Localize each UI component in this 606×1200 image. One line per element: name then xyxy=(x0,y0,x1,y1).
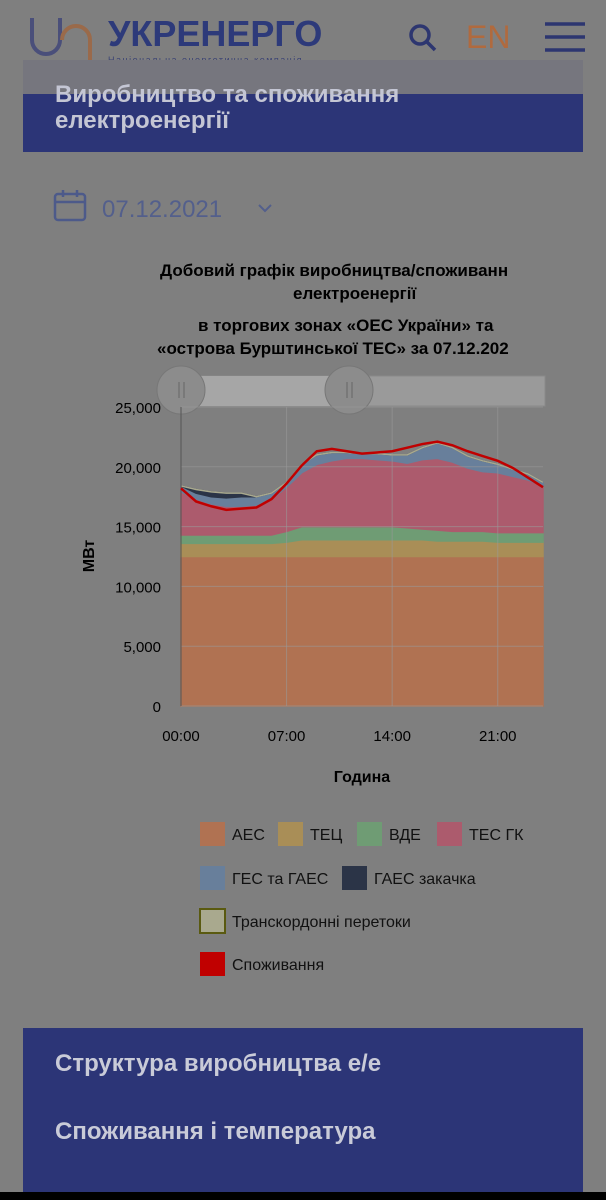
menu-item[interactable]: Структура виробництва е/е xyxy=(55,1050,382,1077)
legend-item[interactable]: Транскордонні перетоки xyxy=(199,908,411,934)
chart-title: «острова Бурштинської ТЕС» за 07.12.202 xyxy=(157,339,509,358)
line xyxy=(180,440,544,512)
legend-swatch xyxy=(199,908,226,934)
legend-label: ГАЕС закачка xyxy=(374,871,476,888)
legend-item[interactable]: ВДЕ xyxy=(357,822,421,846)
menu-item[interactable]: Споживання і температура xyxy=(55,1118,376,1145)
menu-panel xyxy=(23,1028,583,1200)
legend-label: ВДЕ xyxy=(389,827,421,844)
legend-swatch xyxy=(200,952,225,976)
y-tick-label: 10,000 xyxy=(115,579,161,596)
banner-overlay xyxy=(23,60,583,94)
chart-title: в торгових зонах «ОЕС України» та xyxy=(198,316,494,335)
legend-item[interactable]: Споживання xyxy=(200,952,324,976)
legend-swatch xyxy=(278,822,303,846)
x-axis-label: Година xyxy=(334,769,390,786)
legend-label: ГЕС та ГАЕС xyxy=(232,871,328,888)
legend-label: ТЕЦ xyxy=(310,827,342,844)
legend-item[interactable]: АЕС xyxy=(200,822,265,846)
y-axis-label: МВт xyxy=(81,540,98,573)
x-tick-label: 14:00 xyxy=(373,728,411,745)
area xyxy=(180,555,544,707)
legend-item[interactable]: ТЕЦ xyxy=(278,822,342,846)
plot xyxy=(180,442,544,707)
legend-label: Транскордонні перетоки xyxy=(232,914,411,931)
legend-item[interactable]: ТЕС ГК xyxy=(437,822,524,846)
legend-swatch xyxy=(342,866,367,890)
x-tick-label: 21:00 xyxy=(479,728,517,745)
y-tick-label: 0 xyxy=(153,699,161,716)
y-tick-label: 25,000 xyxy=(115,400,161,417)
nav-bar xyxy=(0,1192,606,1200)
calendar-icon[interactable] xyxy=(53,190,87,222)
language-switch[interactable]: EN xyxy=(466,19,510,55)
date[interactable]: 07.12.2021 xyxy=(102,196,222,223)
y-tick-label: 5,000 xyxy=(123,639,161,656)
legend-item[interactable]: ГЕС та ГАЕС xyxy=(200,866,328,890)
logo-text: УКРЕНЕРГО xyxy=(108,13,322,54)
y-tick-label: 15,000 xyxy=(115,520,161,537)
legend-swatch xyxy=(437,822,462,846)
legend-swatch xyxy=(357,822,382,846)
banner-title: Виробництво та споживання електроенергії xyxy=(55,81,400,134)
chart-title: Добовий графік виробництва/споживанн xyxy=(160,261,508,280)
x-tick-label: 00:00 xyxy=(162,728,200,745)
legend-label: Споживання xyxy=(232,957,324,974)
legend-swatch xyxy=(200,866,225,890)
search-icon[interactable] xyxy=(409,24,437,52)
range-selection[interactable] xyxy=(181,376,349,406)
date-chevron[interactable] xyxy=(258,204,272,213)
menu-icon[interactable] xyxy=(545,22,585,52)
logo[interactable] xyxy=(30,18,92,62)
legend-swatch xyxy=(200,822,225,846)
chart-title: електроенергії xyxy=(293,284,417,303)
legend-label: ТЕС ГК xyxy=(469,827,524,844)
legend-label: АЕС xyxy=(232,827,265,844)
x-tick-label: 07:00 xyxy=(268,728,306,745)
legend-item[interactable]: ГАЕС закачка xyxy=(342,866,476,890)
slider-handle[interactable] xyxy=(324,365,374,415)
y-tick-label: 20,000 xyxy=(115,460,161,477)
